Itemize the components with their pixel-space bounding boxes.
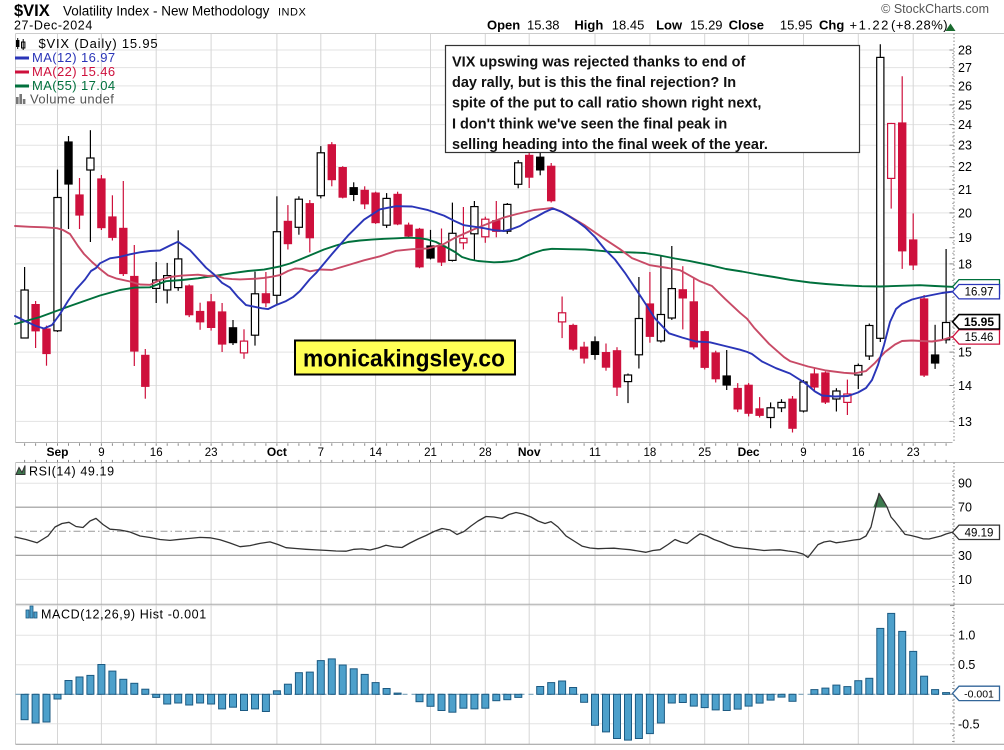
svg-text:21: 21 xyxy=(424,447,437,459)
svg-text:28: 28 xyxy=(479,447,492,459)
svg-text:9: 9 xyxy=(98,447,104,459)
svg-text:+1.22: +1.22 xyxy=(850,18,890,33)
svg-text:day rally, but is this the fin: day rally, but is this the final rejecti… xyxy=(452,75,736,91)
svg-text:VIX upswing was rejected thank: VIX upswing was rejected thanks to end o… xyxy=(452,55,745,71)
svg-text:INDX: INDX xyxy=(278,7,306,19)
svg-text:-0.5: -0.5 xyxy=(958,717,980,731)
svg-text:Low: Low xyxy=(656,18,683,33)
svg-text:I don't think we've seen the f: I don't think we've seen the final peak … xyxy=(452,116,727,132)
svg-text:Nov: Nov xyxy=(518,445,541,459)
svg-text:26: 26 xyxy=(958,79,972,93)
svg-text:-0.001: -0.001 xyxy=(964,688,994,700)
svg-text:9: 9 xyxy=(800,447,806,459)
svg-text:25: 25 xyxy=(958,98,972,112)
svg-text:$VIX: $VIX xyxy=(14,2,50,20)
svg-text:(+8.28%): (+8.28%) xyxy=(891,18,948,33)
svg-text:15.29: 15.29 xyxy=(690,18,723,33)
svg-text:14: 14 xyxy=(958,379,972,393)
svg-text:RSI(14) 49.19: RSI(14) 49.19 xyxy=(29,465,115,479)
svg-text:24: 24 xyxy=(958,118,972,132)
svg-text:20: 20 xyxy=(958,206,972,220)
svg-text:spite of the put to call ratio: spite of the put to call ratio shown rig… xyxy=(452,96,761,112)
svg-text:18.45: 18.45 xyxy=(612,18,645,33)
svg-text:14: 14 xyxy=(369,447,382,459)
svg-text:Oct: Oct xyxy=(267,445,287,459)
svg-text:23: 23 xyxy=(205,447,218,459)
svg-text:15.46: 15.46 xyxy=(965,332,994,344)
svg-text:High: High xyxy=(574,18,603,33)
svg-text:MA(12) 16.97: MA(12) 16.97 xyxy=(32,50,116,65)
svg-text:16: 16 xyxy=(852,447,865,459)
svg-text:0.5: 0.5 xyxy=(958,658,975,672)
svg-text:15.95: 15.95 xyxy=(780,18,813,33)
svg-text:1.0: 1.0 xyxy=(958,629,975,643)
svg-text:23: 23 xyxy=(907,447,920,459)
svg-text:Dec: Dec xyxy=(738,445,760,459)
svg-text:15.38: 15.38 xyxy=(527,18,560,33)
svg-text:15.95: 15.95 xyxy=(964,315,994,329)
svg-text:Volatility Index - New Methodo: Volatility Index - New Methodology xyxy=(63,4,270,19)
svg-text:49.19: 49.19 xyxy=(965,527,994,539)
svg-text:Sep: Sep xyxy=(46,445,68,459)
svg-text:MACD(12,26,9) Hist -0.001: MACD(12,26,9) Hist -0.001 xyxy=(41,608,207,622)
svg-text:23: 23 xyxy=(958,139,972,153)
svg-text:11: 11 xyxy=(589,447,601,459)
svg-text:15: 15 xyxy=(958,346,972,360)
svg-text:Close: Close xyxy=(729,18,764,33)
svg-text:19: 19 xyxy=(958,231,972,245)
svg-text:70: 70 xyxy=(958,501,972,515)
svg-text:90: 90 xyxy=(958,477,972,491)
svg-text:16: 16 xyxy=(150,447,163,459)
svg-text:Chg: Chg xyxy=(819,18,844,33)
svg-text:27-Dec-2024: 27-Dec-2024 xyxy=(14,19,93,33)
svg-text:27: 27 xyxy=(958,61,972,75)
svg-text:$VIX (Daily) 15.95: $VIX (Daily) 15.95 xyxy=(39,36,159,51)
svg-text:18: 18 xyxy=(958,257,972,271)
svg-text:13: 13 xyxy=(958,415,972,429)
svg-text:MA(55) 17.04: MA(55) 17.04 xyxy=(32,78,116,93)
svg-text:10: 10 xyxy=(958,573,972,587)
svg-text:30: 30 xyxy=(958,549,972,563)
svg-text:selling heading into the final: selling heading into the final week of t… xyxy=(452,137,768,153)
svg-text:Volume undef: Volume undef xyxy=(30,92,114,107)
svg-text:21: 21 xyxy=(958,183,972,197)
svg-text:monicakingsley.co: monicakingsley.co xyxy=(303,346,505,373)
svg-text:18: 18 xyxy=(644,447,657,459)
svg-text:28: 28 xyxy=(958,44,972,58)
svg-text:22: 22 xyxy=(958,160,972,174)
svg-text:MA(22) 15.46: MA(22) 15.46 xyxy=(32,64,116,79)
svg-text:7: 7 xyxy=(318,447,324,459)
svg-text:© StockCharts.com: © StockCharts.com xyxy=(881,2,989,16)
svg-text:Open: Open xyxy=(487,18,520,33)
svg-text:16.97: 16.97 xyxy=(965,287,994,299)
svg-text:25: 25 xyxy=(698,447,711,459)
